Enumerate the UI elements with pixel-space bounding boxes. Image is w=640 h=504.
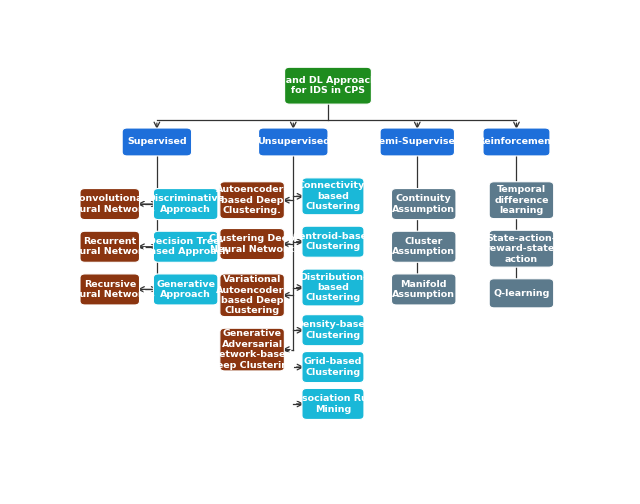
- FancyBboxPatch shape: [80, 231, 140, 262]
- Text: Generative
Adversarial
Network-based
Deep Clustering: Generative Adversarial Network-based Dee…: [209, 330, 295, 370]
- Text: Grid-based
Clustering: Grid-based Clustering: [304, 357, 362, 377]
- FancyBboxPatch shape: [220, 328, 284, 371]
- Text: Decision Tree-
based Approach: Decision Tree- based Approach: [143, 237, 228, 257]
- Text: Generative
Approach: Generative Approach: [156, 280, 215, 299]
- FancyBboxPatch shape: [302, 226, 364, 257]
- Text: Distribution-
based
Clustering: Distribution- based Clustering: [299, 273, 367, 302]
- Text: Q-learning: Q-learning: [493, 289, 550, 298]
- Text: Clustering Deep
Neural Network: Clustering Deep Neural Network: [209, 234, 295, 254]
- Text: Autoencoder-
based Deep
Clustering.: Autoencoder- based Deep Clustering.: [216, 185, 288, 215]
- Text: ML and DL Approaches
for IDS in CPS: ML and DL Approaches for IDS in CPS: [267, 76, 389, 95]
- Text: Association Rule
Mining: Association Rule Mining: [289, 394, 377, 414]
- FancyBboxPatch shape: [80, 274, 140, 305]
- FancyBboxPatch shape: [220, 182, 284, 219]
- FancyBboxPatch shape: [392, 274, 456, 305]
- Text: Density-based
Clustering: Density-based Clustering: [294, 321, 371, 340]
- Text: Recurrent
Neural Networks: Recurrent Neural Networks: [65, 237, 155, 257]
- FancyBboxPatch shape: [302, 389, 364, 419]
- FancyBboxPatch shape: [154, 231, 218, 262]
- Text: Discriminative
Approach: Discriminative Approach: [147, 195, 224, 214]
- Text: Supervised: Supervised: [127, 138, 187, 147]
- FancyBboxPatch shape: [302, 352, 364, 383]
- FancyBboxPatch shape: [220, 274, 284, 317]
- FancyBboxPatch shape: [285, 67, 371, 104]
- FancyBboxPatch shape: [80, 188, 140, 220]
- Text: Centroid-based
Clustering: Centroid-based Clustering: [292, 232, 374, 251]
- Text: Semi-Supervised: Semi-Supervised: [372, 138, 462, 147]
- Text: State-action-
reward-state-
action: State-action- reward-state- action: [485, 234, 558, 264]
- FancyBboxPatch shape: [302, 178, 364, 215]
- FancyBboxPatch shape: [483, 128, 550, 156]
- Text: Manifold
Assumption: Manifold Assumption: [392, 280, 455, 299]
- Text: Connectivity-
based
Clustering: Connectivity- based Clustering: [298, 181, 369, 211]
- Text: Cluster
Assumption: Cluster Assumption: [392, 237, 455, 257]
- FancyBboxPatch shape: [489, 279, 554, 308]
- Text: Reinforcement: Reinforcement: [477, 138, 556, 147]
- FancyBboxPatch shape: [380, 128, 454, 156]
- FancyBboxPatch shape: [122, 128, 191, 156]
- Text: Temporal
difference
learning: Temporal difference learning: [494, 185, 548, 215]
- FancyBboxPatch shape: [489, 182, 554, 219]
- Text: Unsupervised: Unsupervised: [257, 138, 330, 147]
- FancyBboxPatch shape: [220, 228, 284, 260]
- Text: Continuity
Assumption: Continuity Assumption: [392, 195, 455, 214]
- FancyBboxPatch shape: [392, 231, 456, 262]
- FancyBboxPatch shape: [154, 274, 218, 305]
- Text: Recursive
Neural Networks: Recursive Neural Networks: [65, 280, 155, 299]
- Text: Variational
Autoencoder-
based Deep
Clustering: Variational Autoencoder- based Deep Clus…: [216, 275, 288, 316]
- Text: Convolutional
Neural Networks: Convolutional Neural Networks: [65, 195, 155, 214]
- FancyBboxPatch shape: [302, 314, 364, 346]
- FancyBboxPatch shape: [154, 188, 218, 220]
- FancyBboxPatch shape: [489, 230, 554, 267]
- FancyBboxPatch shape: [259, 128, 328, 156]
- FancyBboxPatch shape: [392, 188, 456, 220]
- FancyBboxPatch shape: [302, 269, 364, 306]
